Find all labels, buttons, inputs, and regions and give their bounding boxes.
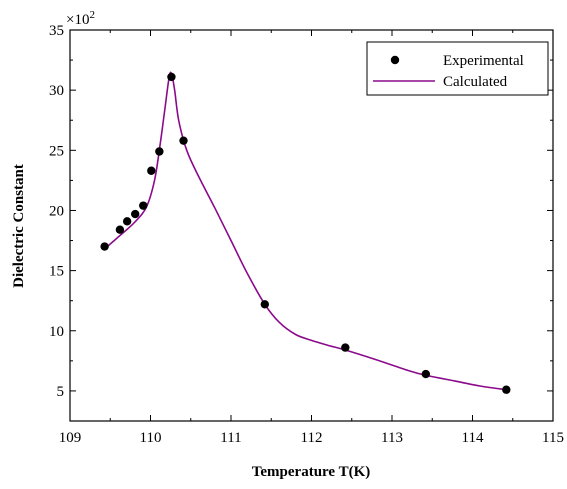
experimental-series bbox=[100, 72, 511, 394]
experimental-point bbox=[421, 369, 431, 379]
y-tick-label: 35 bbox=[49, 23, 64, 39]
calculated-series-line bbox=[104, 71, 507, 391]
experimental-point bbox=[502, 385, 511, 394]
experimental-point bbox=[179, 136, 188, 145]
experimental-point bbox=[260, 300, 270, 309]
experimental-point bbox=[155, 147, 164, 156]
legend: Experimental Calculated bbox=[366, 41, 549, 96]
y-tick-label: 5 bbox=[57, 384, 65, 400]
y-tick-label: 15 bbox=[49, 264, 64, 280]
x-tick-label: 113 bbox=[381, 430, 403, 446]
x-tick-label: 115 bbox=[542, 430, 564, 446]
y-tick-label: 10 bbox=[49, 324, 64, 340]
calculated-series bbox=[104, 71, 507, 391]
experimental-point bbox=[131, 209, 140, 219]
x-tick-label: 111 bbox=[220, 430, 241, 446]
axis-ticks: 109 110 111 112 113 114 115 5 10 15 20 25 30 35 bbox=[49, 23, 564, 446]
legend-marker-experimental bbox=[390, 55, 400, 65]
experimental-point bbox=[147, 166, 156, 175]
x-tick-label: 112 bbox=[301, 430, 323, 446]
legend-label-calculated: Calculated bbox=[443, 74, 508, 90]
x-tick-label: 110 bbox=[140, 430, 162, 446]
experimental-point bbox=[139, 201, 148, 210]
experimental-point bbox=[115, 225, 125, 234]
x-tick-label: 109 bbox=[59, 430, 82, 446]
x-axis-label: Temperature T(K) bbox=[252, 464, 370, 480]
y-tick-label: 25 bbox=[49, 143, 64, 159]
y-tick-label: 20 bbox=[49, 203, 64, 219]
legend-label-experimental: Experimental bbox=[443, 53, 524, 69]
experimental-point bbox=[122, 217, 132, 226]
y-multiplier-label: ×102 bbox=[66, 9, 95, 28]
y-tick-label: 30 bbox=[49, 83, 64, 99]
experimental-point bbox=[341, 343, 350, 352]
legend-box bbox=[366, 41, 549, 96]
y-multiplier-exponent: 2 bbox=[89, 9, 95, 21]
experimental-point bbox=[100, 242, 109, 251]
x-tick-label: 114 bbox=[462, 430, 484, 446]
experimental-point bbox=[167, 72, 176, 82]
y-axis-label: Dielectric Constant bbox=[11, 164, 27, 288]
